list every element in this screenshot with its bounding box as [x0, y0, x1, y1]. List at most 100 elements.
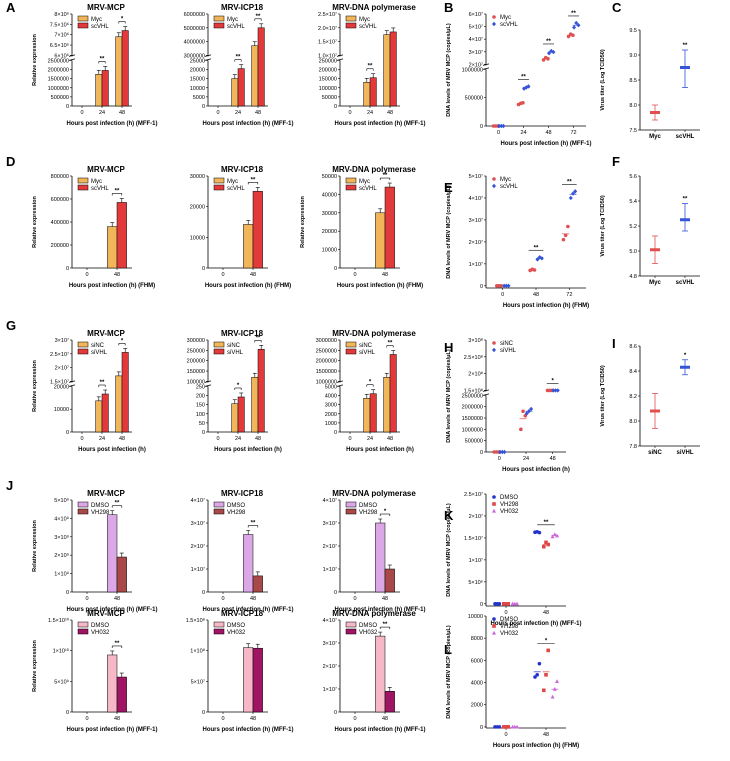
chart-title: MRV-ICP18	[221, 165, 264, 174]
y-tick-label: 3×10⁷	[55, 337, 69, 344]
legend-marker	[492, 21, 496, 27]
legend-label: siVHL	[359, 350, 376, 356]
y-tick-label: 5×10⁹	[54, 497, 69, 504]
y-tick-label: 1.0×10⁷	[318, 52, 337, 59]
y-tick-label: 2×10⁷	[469, 513, 483, 520]
y-axis-label: Relative expression	[32, 640, 38, 692]
legend-label: DMSO	[91, 503, 109, 509]
y-tick-label: 8.5	[629, 78, 637, 84]
y-tick-label: 9.0	[629, 53, 637, 59]
x-tick-label: 48	[543, 610, 549, 616]
legend-swatch	[77, 22, 89, 29]
y-axis-label: Virus titer (Log TCID50)	[600, 49, 606, 110]
y-axis-label: Relative expression	[32, 196, 38, 248]
x-tick-label: 0	[80, 110, 83, 116]
mean-marker	[650, 248, 660, 252]
y-tick-label: 0	[202, 590, 205, 596]
y-tick-label: 0	[202, 104, 205, 110]
legend-marker	[492, 624, 496, 628]
legend-swatch	[213, 501, 225, 508]
significance-label: *	[545, 638, 548, 644]
y-tick-label: 9.5	[629, 28, 637, 34]
x-tick-label: 48	[545, 130, 551, 136]
y-tick-label: 3×10⁷	[323, 640, 337, 647]
x-tick-label: 48	[114, 596, 120, 602]
x-tick-label: 48	[250, 272, 256, 278]
data-point	[550, 534, 555, 539]
data-point	[537, 661, 542, 666]
y-tick-label: 4×10⁷	[191, 497, 205, 504]
bar	[251, 377, 259, 433]
legend-swatch	[213, 341, 225, 348]
mean-marker	[650, 409, 660, 413]
data-point	[552, 532, 557, 537]
y-tick-label: 7×10⁶	[54, 32, 69, 39]
legend-label: VH032	[500, 631, 519, 637]
panel-label-a: A	[6, 0, 16, 15]
significance-label: **	[115, 188, 120, 194]
panel-label-c: C	[612, 0, 622, 15]
axis-break	[483, 65, 489, 70]
x-axis-label: Hours post infection (h)	[78, 447, 146, 453]
bar	[384, 691, 395, 713]
y-tick-label: 400000	[51, 220, 69, 226]
x-axis-label: Hours post infection (h) (MFF-1)	[335, 727, 426, 733]
legend-swatch	[213, 348, 225, 355]
bar	[384, 568, 395, 593]
y-axis-label: Relative expression	[32, 520, 38, 572]
x-tick-label: 0	[501, 292, 504, 298]
significance-label: **	[115, 501, 120, 507]
panel-label-b: B	[444, 0, 453, 15]
y-tick-label: 30000	[190, 174, 205, 180]
data-point	[542, 688, 546, 693]
bar	[243, 224, 254, 269]
legend-label: VH298	[359, 510, 378, 516]
legend-label: VH032	[359, 630, 378, 636]
legend-marker	[492, 502, 496, 506]
x-tick-label: 48	[382, 272, 388, 278]
x-tick-label: 24	[99, 110, 105, 116]
legend-swatch	[77, 628, 89, 635]
x-tick-label: 0	[85, 596, 88, 602]
legend-swatch	[345, 15, 357, 22]
y-tick-label: 40000	[322, 192, 337, 198]
y-tick-label: 3000	[325, 403, 337, 409]
data-point	[544, 672, 548, 677]
panel-label-i: I	[612, 336, 616, 351]
legend-label: scVHL	[500, 22, 518, 28]
y-tick-label: 2×10⁷	[323, 543, 337, 550]
significance-label: **	[251, 177, 256, 183]
y-tick-label: 3×10⁷	[469, 49, 483, 56]
legend-label: VH032	[227, 630, 246, 636]
y-tick-label: 200000	[187, 359, 205, 365]
x-axis-label: Hours post infection (h) (FHM)	[205, 283, 291, 289]
y-tick-label: 250	[196, 384, 205, 390]
bar	[116, 202, 127, 269]
legend-swatch	[213, 22, 225, 29]
legend-label: siVHL	[500, 348, 517, 354]
bar	[389, 31, 397, 107]
y-tick-label: 1×10⁷	[191, 566, 205, 573]
y-tick-label: 50000	[322, 95, 337, 101]
x-axis-label: Hours post infection (h) (FHM)	[493, 743, 579, 749]
y-tick-label: 200	[196, 394, 205, 400]
y-tick-label: 3×10⁷	[191, 520, 205, 527]
legend-marker	[492, 15, 496, 19]
x-tick-label: siNC	[648, 450, 662, 456]
y-tick-label: 0	[202, 266, 205, 272]
legend-swatch	[77, 621, 89, 628]
y-tick-label: 2000000	[462, 405, 483, 411]
y-tick-label: 200000	[319, 68, 337, 74]
bar	[252, 575, 263, 593]
y-tick-label: 2500000	[462, 393, 483, 399]
legend-label: siNC	[91, 343, 105, 349]
x-tick-label: 24	[523, 456, 529, 462]
x-tick-label: 24	[235, 436, 241, 442]
legend-label: siNC	[500, 341, 514, 347]
x-tick-label: siVHL	[676, 450, 693, 456]
y-tick-label: 0	[480, 602, 483, 608]
legend-label: Myc	[91, 17, 102, 23]
bar	[383, 34, 391, 107]
significance-label: *	[237, 383, 240, 389]
legend-marker	[492, 183, 496, 189]
